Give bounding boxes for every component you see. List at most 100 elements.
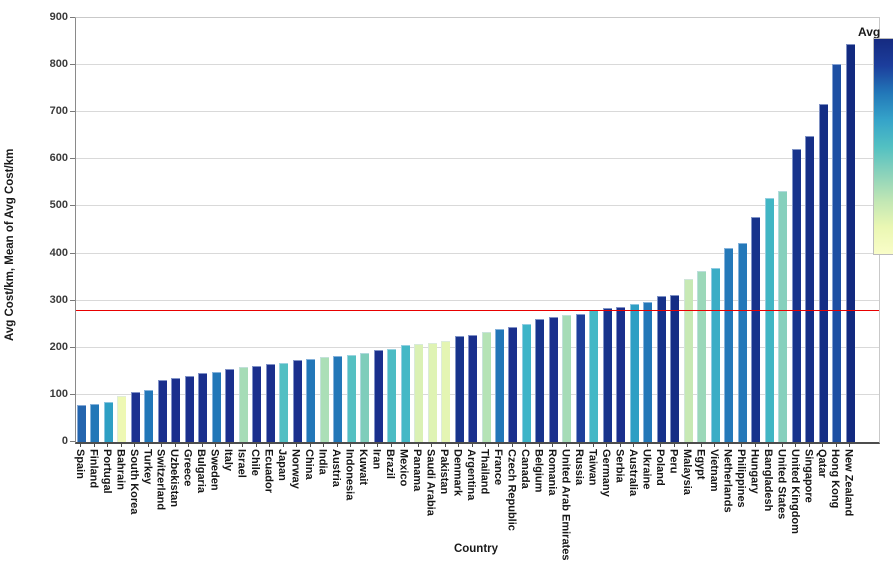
- y-tick-label: 800: [49, 58, 68, 71]
- x-tick-mark: [498, 443, 500, 447]
- x-tick-label-belgium: Belgium: [532, 449, 545, 493]
- x-tick-mark: [201, 443, 203, 447]
- gridline-600: [76, 158, 879, 160]
- x-tick-mark: [309, 443, 311, 447]
- x-tick-label-new-zealand: New Zealand: [842, 449, 855, 517]
- x-tick-mark: [700, 443, 702, 447]
- bar-thailand[interactable]: [481, 332, 491, 442]
- bar-canada[interactable]: [521, 323, 531, 442]
- bar-czech-republic[interactable]: [508, 326, 518, 442]
- bar-ukraine[interactable]: [643, 301, 653, 442]
- bar-south-korea[interactable]: [130, 392, 140, 442]
- bar-turkey[interactable]: [144, 389, 154, 442]
- bar-mexico[interactable]: [400, 345, 410, 442]
- bar-russia[interactable]: [575, 313, 585, 442]
- bar-taiwan[interactable]: [589, 309, 599, 442]
- x-tick-label-mexico: Mexico: [397, 449, 410, 487]
- x-tick-mark: [269, 443, 271, 447]
- bar-finland[interactable]: [90, 403, 100, 442]
- bar-argentina[interactable]: [468, 334, 477, 442]
- bar-israel[interactable]: [238, 367, 248, 442]
- bar-panama[interactable]: [414, 343, 424, 442]
- bar-hong-kong[interactable]: [832, 63, 842, 442]
- bar-kuwait[interactable]: [360, 352, 370, 442]
- bar-peru[interactable]: [670, 294, 680, 442]
- bar-egypt[interactable]: [697, 271, 707, 442]
- bar-greece[interactable]: [184, 376, 194, 442]
- bar-uzbekistan[interactable]: [171, 378, 181, 442]
- x-tick-label-india: India: [316, 449, 329, 475]
- bar-malaysia[interactable]: [683, 279, 693, 442]
- x-tick-mark: [565, 443, 567, 447]
- legend-title: Avg: [858, 25, 881, 39]
- bar-sweden[interactable]: [211, 372, 221, 442]
- bar-australia[interactable]: [629, 303, 639, 442]
- bar-norway[interactable]: [292, 360, 302, 442]
- x-tick-mark: [323, 443, 325, 447]
- bar-vietnam[interactable]: [710, 268, 720, 442]
- x-tick-label-netherlands: Netherlands: [721, 449, 734, 513]
- bar-indonesia[interactable]: [346, 354, 356, 442]
- x-tick-label-panama: Panama: [411, 449, 424, 492]
- bar-hungary[interactable]: [751, 216, 761, 442]
- y-tick-mark: [70, 393, 75, 395]
- bar-portugal[interactable]: [103, 401, 113, 442]
- x-tick-mark: [754, 443, 756, 447]
- x-tick-label-south-korea: South Korea: [127, 449, 140, 515]
- x-tick-label-switzerland: Switzerland: [154, 449, 167, 511]
- y-tick-mark: [70, 64, 75, 66]
- bar-philippines[interactable]: [737, 242, 747, 442]
- bar-switzerland[interactable]: [157, 380, 167, 442]
- x-tick-label-bulgaria: Bulgaria: [195, 449, 208, 494]
- x-tick-mark: [336, 443, 338, 447]
- bar-bahrain[interactable]: [117, 396, 127, 442]
- bar-india[interactable]: [319, 356, 329, 442]
- bar-united-arab-emirates[interactable]: [562, 314, 572, 442]
- bar-united-kingdom[interactable]: [791, 148, 801, 442]
- bar-saudi-arabia[interactable]: [427, 343, 437, 442]
- bar-japan[interactable]: [279, 362, 289, 442]
- x-tick-label-malaysia: Malaysia: [680, 449, 693, 495]
- bar-chile[interactable]: [252, 365, 262, 442]
- x-tick-label-thailand: Thailand: [478, 449, 491, 495]
- x-tick-label-brazil: Brazil: [384, 449, 397, 479]
- x-tick-mark: [161, 443, 163, 447]
- bar-serbia[interactable]: [616, 306, 626, 442]
- bar-new-zealand[interactable]: [845, 43, 855, 442]
- bar-bulgaria[interactable]: [198, 373, 208, 442]
- bar-germany[interactable]: [602, 308, 612, 442]
- x-tick-mark: [404, 443, 406, 447]
- bar-netherlands[interactable]: [724, 248, 734, 442]
- y-tick-label: 900: [49, 11, 68, 23]
- bar-poland[interactable]: [656, 295, 666, 442]
- y-tick-label: 700: [49, 105, 68, 118]
- x-tick-label-uzbekistan: Uzbekistan: [168, 449, 181, 508]
- x-tick-label-austria: Austria: [330, 449, 343, 487]
- bar-belgium[interactable]: [535, 319, 545, 442]
- x-tick-mark: [646, 443, 648, 447]
- x-tick-label-greece: Greece: [181, 449, 194, 487]
- x-tick-label-bangladesh: Bangladesh: [761, 449, 774, 512]
- bar-austria[interactable]: [333, 355, 343, 442]
- bar-italy[interactable]: [225, 368, 235, 442]
- bar-spain[interactable]: [76, 404, 86, 442]
- bar-france[interactable]: [494, 328, 504, 442]
- bar-china[interactable]: [306, 358, 316, 442]
- bar-united-states[interactable]: [778, 190, 788, 442]
- bar-singapore[interactable]: [805, 136, 815, 442]
- bar-pakistan[interactable]: [441, 340, 451, 442]
- bar-romania[interactable]: [548, 316, 558, 442]
- bar-brazil[interactable]: [387, 348, 397, 442]
- x-tick-label-chile: Chile: [249, 449, 262, 476]
- bar-qatar[interactable]: [818, 103, 828, 442]
- x-tick-mark: [633, 443, 635, 447]
- bar-denmark[interactable]: [454, 336, 464, 442]
- x-tick-mark: [538, 443, 540, 447]
- bar-bangladesh[interactable]: [764, 198, 774, 442]
- x-tick-label-finland: Finland: [87, 449, 100, 489]
- y-tick-label: 200: [49, 340, 68, 353]
- bar-iran[interactable]: [373, 350, 383, 442]
- bar-ecuador[interactable]: [265, 364, 275, 442]
- x-tick-label-serbia: Serbia: [613, 449, 626, 483]
